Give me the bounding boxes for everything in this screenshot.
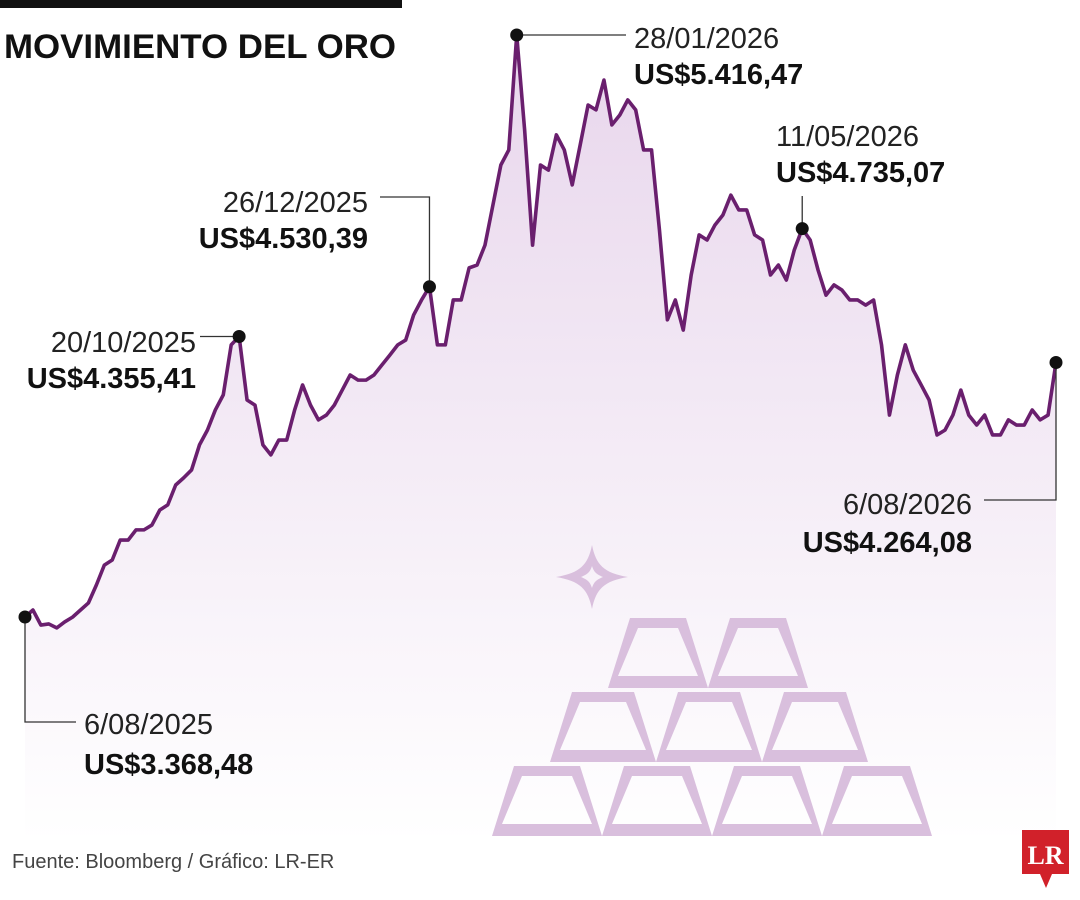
- date-label: 26/12/2025: [223, 187, 368, 219]
- gold-bar: [656, 692, 762, 762]
- area-layer: [25, 35, 1056, 842]
- point-marker: [510, 28, 524, 42]
- gold-bar: [708, 618, 808, 688]
- gold-bars-icon: [492, 545, 932, 836]
- source-note: Fuente: Bloomberg / Gráfico: LR-ER: [12, 851, 334, 873]
- date-label: 11/05/2026: [776, 121, 919, 153]
- date-label: 6/08/2025: [84, 709, 213, 741]
- gold-bar: [492, 766, 602, 836]
- value-label: US$5.416,47: [634, 59, 803, 91]
- date-label: 28/01/2026: [634, 23, 779, 55]
- value-label: US$4.735,07: [776, 157, 945, 189]
- point-marker: [422, 280, 436, 294]
- gold-bar: [762, 692, 868, 762]
- value-label: US$4.530,39: [199, 223, 368, 255]
- value-label: US$4.355,41: [27, 363, 196, 395]
- chart-title: MOVIMIENTO DEL ORO: [4, 28, 396, 66]
- gold-bar: [602, 766, 712, 836]
- point-marker: [795, 222, 809, 236]
- line-layer: [23, 33, 1058, 630]
- point-marker: [18, 610, 32, 624]
- date-label: 20/10/2025: [51, 327, 196, 359]
- value-label: US$3.368,48: [84, 749, 253, 781]
- leader-line: [380, 196, 431, 287]
- logo: LR: [1022, 830, 1069, 888]
- point-marker: [232, 330, 246, 344]
- logo-badge: [1022, 830, 1069, 888]
- gold-bar: [822, 766, 932, 836]
- annotations: 6/08/2025 US$3.368,48 20/10/2025 US$4.355,4…: [18, 23, 1063, 781]
- point-marker: [1049, 355, 1063, 369]
- title-bar: [0, 0, 402, 8]
- sparkle: [556, 545, 628, 609]
- gold-bar: [712, 766, 822, 836]
- leader-line: [24, 616, 76, 723]
- value-label: US$4.264,08: [803, 527, 972, 559]
- date-label: 6/08/2026: [843, 489, 972, 521]
- gold-bar: [550, 692, 656, 762]
- logo-text: LR: [1027, 841, 1063, 870]
- price-line: [23, 33, 1058, 630]
- leader-line: [984, 362, 1057, 501]
- area-fill: [25, 35, 1056, 842]
- gold-bar: [608, 618, 708, 688]
